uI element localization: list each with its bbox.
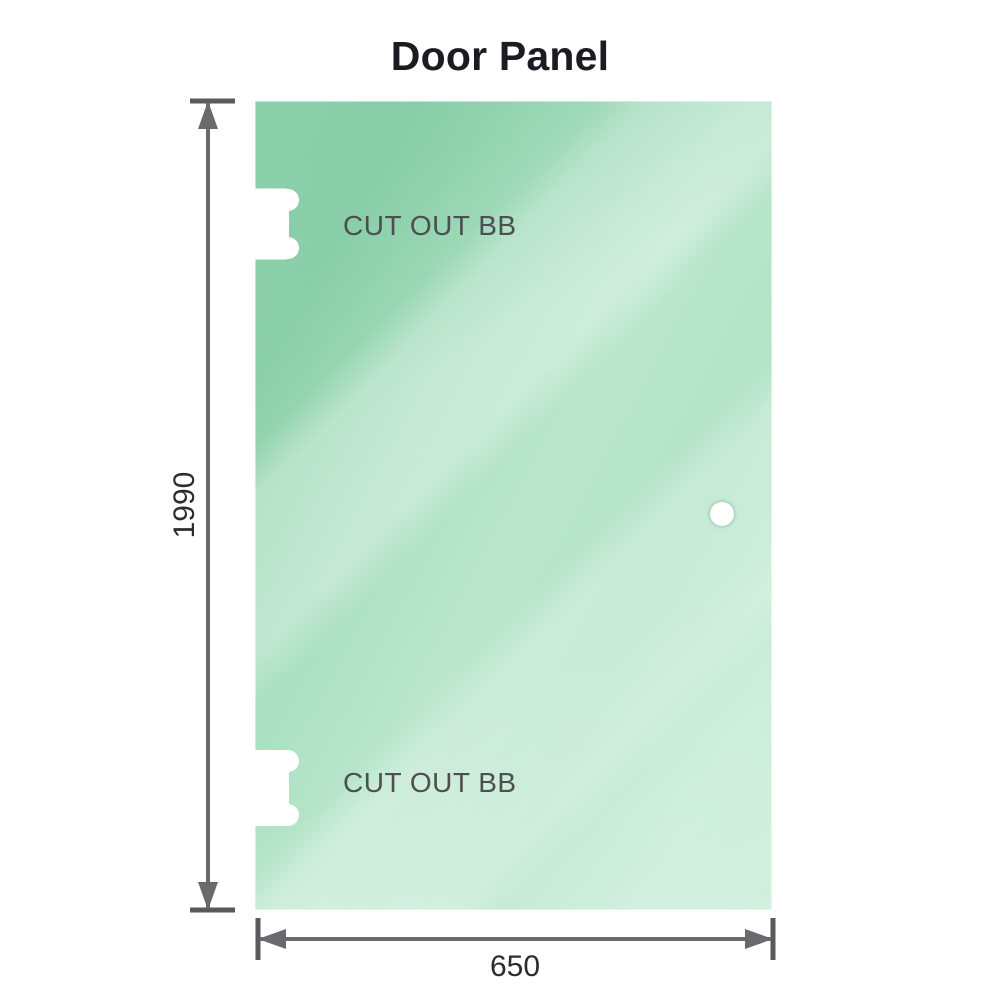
cutout-notch-upper-shape [255, 188, 299, 260]
cutout-label-upper: CUT OUT BB [343, 210, 517, 241]
cutout-notch-lower [255, 745, 301, 831]
dimension-width-label: 650 [489, 950, 541, 983]
page-title: Door Panel [390, 33, 610, 79]
cutout-notch-lower-shape [255, 750, 299, 826]
cutout-notch-upper [255, 185, 301, 263]
glass-door-panel: CUT OUT BB CUT OUT BB [255, 101, 772, 910]
dimension-width [255, 918, 776, 960]
dimension-height [190, 98, 235, 913]
panel-glass-fill [255, 101, 772, 910]
handle-hole [710, 502, 734, 526]
dimension-height-label: 1990 [168, 471, 201, 539]
cutout-label-lower: CUT OUT BB [343, 767, 517, 798]
panel-glass-sheen [255, 101, 772, 910]
